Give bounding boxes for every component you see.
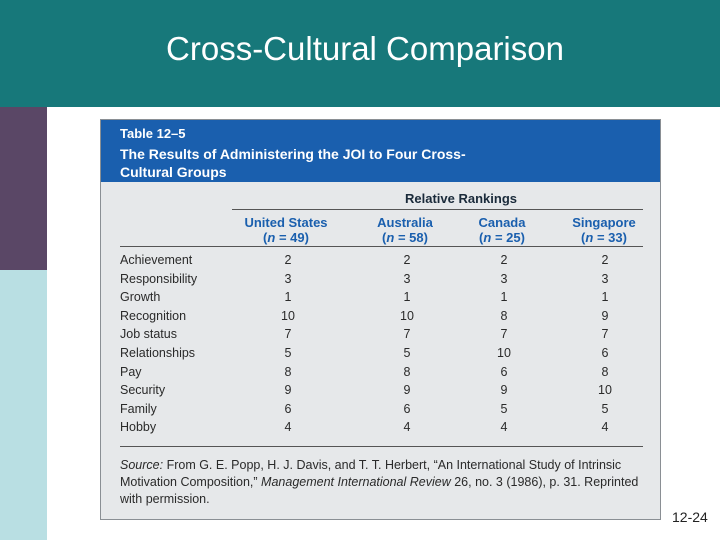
table-cell: 1 [601,290,609,305]
row-label: Security [120,383,166,398]
table-cell: 5 [403,346,411,360]
source-tail: 26, no. 3 (1986), p. 31. Reprinted with … [120,475,639,506]
source-prefix: Source: [120,458,164,472]
column-header: United States (n = 49) [228,215,344,245]
table-label: Table 12–5 [120,126,186,141]
table-cell: 7 [601,327,609,342]
source-authors: From G. E. Popp, H. J. Davis, and T. T. … [120,458,622,489]
row-label: Recognition [120,308,187,323]
table-cell: 2 [403,253,411,267]
source-note: Source: From G. E. Popp, H. J. Davis, an… [120,457,645,508]
table-cell: 5 [601,401,609,416]
slide-title: Cross-Cultural Comparison [166,30,564,67]
table-cell: 9 [284,383,292,398]
column-sample-size: (n = 33) [581,230,627,245]
table-cell: 4 [403,420,411,435]
table-cell: 7 [403,327,411,342]
column-sample-size: (n = 49) [263,230,309,245]
column-n-value: 33 [608,230,623,245]
column-header: Singapore (n = 33) [546,215,662,245]
column-name: United States [244,215,328,230]
column-name: Canada [478,215,526,230]
table-cell: 9 [500,383,508,398]
side-accent-dark [0,107,47,270]
table-cell: 4 [284,420,292,435]
table-cell: 8 [500,308,508,323]
column-header: Australia (n = 58) [347,215,463,245]
table-cell: 6 [284,401,292,416]
row-label: Growth [120,290,161,305]
table-cell: 7 [284,327,292,342]
table-cell: 6 [403,401,411,416]
group-rule [232,209,643,210]
table-cell: 2 [500,253,508,267]
side-accent-light [0,270,47,540]
row-label: Hobby [120,420,157,435]
source-journal: Management International Review [261,475,451,489]
table-cell: 10 [497,346,511,360]
table-figure: Table 12–5 The Results of Administering … [100,119,661,520]
table-cell: 9 [601,308,609,323]
row-label: Responsibility [120,271,198,286]
row-label: Achievement [120,253,193,267]
row-label: Relationships [120,346,196,360]
slide-number: 12-24 [672,509,708,525]
row-label: Pay [120,364,142,379]
footer-rule [120,446,643,447]
title-bar [0,0,720,107]
table-cell: 5 [284,346,292,360]
table-cell: 8 [601,364,609,379]
table-cell: 10 [400,308,414,323]
column-name: Singapore [572,215,636,230]
table-cell: 8 [284,364,292,379]
table-cell: 6 [601,346,609,360]
table-cell: 2 [601,253,609,267]
group-header: Relative Rankings [405,191,517,206]
row-label: Family [120,401,157,416]
table-cell: 8 [403,364,411,379]
table-cell: 3 [284,271,292,286]
column-n-value: 58 [409,230,424,245]
table-caption: The Results of Administering the JOI to … [120,146,466,180]
column-name: Australia [377,215,433,230]
table-cell: 10 [598,383,612,398]
table-header-band: Table 12–5 The Results of Administering … [101,120,660,182]
table-cell: 5 [500,401,508,416]
table-cell: 1 [500,290,508,305]
table-cell: 3 [403,271,411,286]
header-rule [120,246,643,247]
table-cell: 7 [500,327,508,342]
table-cell: 1 [284,290,292,305]
column-n-value: 49 [290,230,305,245]
table-cell: 3 [500,271,508,286]
table-cell: 4 [601,420,609,435]
table-cell: 3 [601,271,609,286]
table-cell: 2 [284,253,292,267]
column-sample-size: (n = 58) [382,230,428,245]
table-cell: 10 [281,308,295,323]
table-cell: 6 [500,364,508,379]
column-n-value: 25 [506,230,521,245]
column-sample-size: (n = 25) [479,230,525,245]
column-header: Canada (n = 25) [444,215,560,245]
row-label: Job status [120,327,177,342]
table-cell: 9 [403,383,411,398]
table-cell: 1 [403,290,411,305]
table-cell: 4 [500,420,508,435]
